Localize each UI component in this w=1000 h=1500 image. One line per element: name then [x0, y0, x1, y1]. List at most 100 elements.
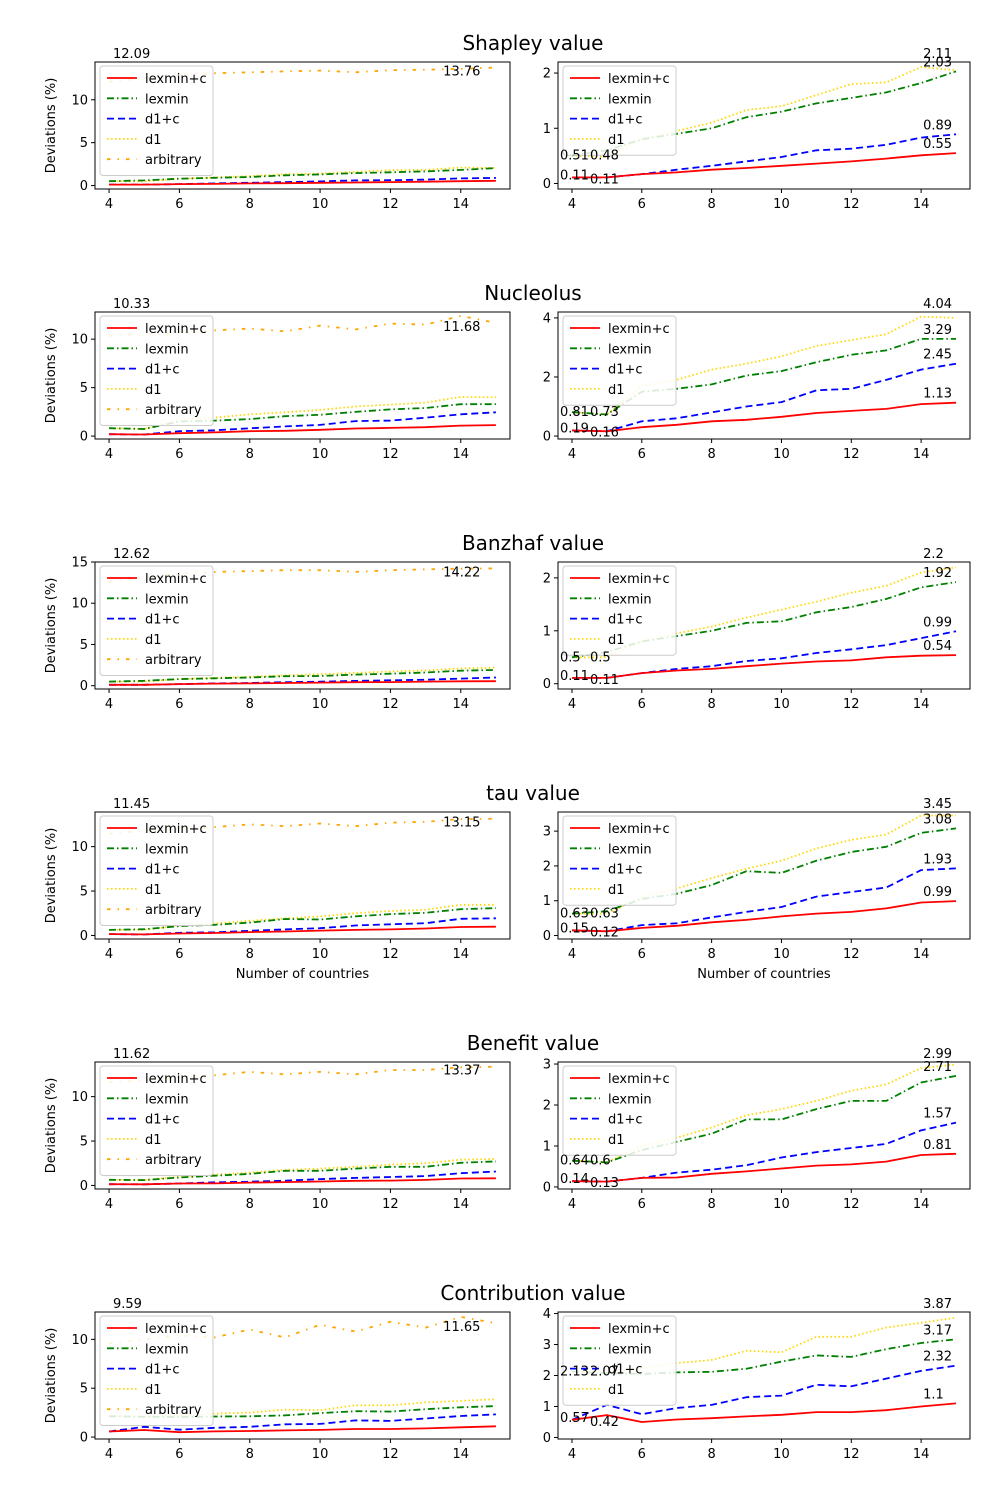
- x-tick-label: 4: [568, 697, 576, 712]
- series-line-lexmin-plus-c: [572, 152, 957, 179]
- x-tick-label: 6: [175, 197, 183, 212]
- legend-box: [562, 1315, 677, 1406]
- y-tick-label: 2: [543, 571, 551, 586]
- y-tick-label: 5: [80, 136, 88, 151]
- y-tick-label: 0: [543, 677, 551, 692]
- chart-title: Nucleolus: [484, 281, 581, 305]
- x-tick-label: 8: [246, 1197, 254, 1212]
- x-tick-label: 10: [312, 1447, 329, 1462]
- data-annotation: 0.89: [923, 118, 952, 133]
- x-tick-label: 4: [105, 697, 113, 712]
- axes-frame: [557, 561, 971, 690]
- data-annotation: 0.54: [923, 639, 952, 654]
- x-tick-label: 14: [913, 447, 930, 462]
- legend-box: [99, 565, 214, 676]
- y-tick-label: 0: [80, 1431, 88, 1446]
- series-line-lexmin-plus-c: [109, 424, 496, 436]
- chart-title: Shapley value: [462, 31, 603, 55]
- axes-frame: [94, 811, 511, 940]
- legend-label: arbitrary: [145, 153, 202, 168]
- x-tick-label: 10: [312, 197, 329, 212]
- x-tick-label: 12: [382, 1447, 399, 1462]
- series-line-d1: [571, 1063, 957, 1164]
- data-annotation: 11.65: [443, 1320, 480, 1335]
- y-tick-label: 3: [543, 1058, 551, 1073]
- legend-label: lexmin+c: [145, 822, 207, 837]
- x-tick-label: 14: [452, 197, 469, 212]
- legend-label: d1: [145, 633, 162, 648]
- data-annotation: 0.51: [560, 148, 589, 163]
- legend-label: lexmin+c: [608, 72, 670, 87]
- x-tick-label: 12: [382, 947, 399, 962]
- legend-label: d1+c: [145, 363, 180, 378]
- x-tick-label: 10: [773, 447, 790, 462]
- data-annotation: 3.17: [923, 1323, 952, 1338]
- legend: lexmin+c lexmin d1+c d1 arbitrary: [99, 315, 214, 426]
- legend: lexmin+c lexmin d1+c d1 arbitrary: [99, 65, 214, 176]
- legend-label: d1+c: [608, 363, 643, 378]
- axes-frame: [557, 61, 971, 190]
- data-annotation: 0.15: [560, 921, 589, 936]
- data-annotation: 0.14: [560, 1172, 589, 1187]
- x-tick-label: 14: [452, 697, 469, 712]
- legend-label: lexmin: [145, 592, 189, 607]
- legend-label: lexmin+c: [145, 572, 207, 587]
- legend-label: d1+c: [145, 1363, 180, 1378]
- data-annotation: 2.03: [923, 55, 952, 70]
- data-annotation: 13.37: [443, 1064, 480, 1079]
- legend-box: [99, 1315, 214, 1426]
- x-tick-label: 6: [175, 1447, 183, 1462]
- axes-frame: [557, 811, 971, 940]
- data-annotation: 3.08: [923, 812, 952, 827]
- y-axis-label: Deviations (%): [44, 578, 59, 674]
- x-tick-label: 6: [638, 947, 646, 962]
- y-tick-label: 0: [80, 179, 88, 194]
- y-tick-label: 3: [543, 1338, 551, 1353]
- x-tick-label: 14: [913, 1447, 930, 1462]
- legend-label: d1: [608, 633, 625, 648]
- x-tick-label: 6: [175, 447, 183, 462]
- y-tick-label: 10: [71, 597, 88, 612]
- chart-title: Contribution value: [440, 1281, 625, 1305]
- data-annotation: 14.22: [443, 565, 480, 580]
- data-annotation: 2.2: [923, 547, 944, 562]
- y-axis-label: Deviations (%): [44, 78, 59, 174]
- data-annotation: 3.29: [923, 323, 952, 338]
- y-tick-label: 10: [71, 333, 88, 348]
- data-annotation: 2.32: [923, 1350, 952, 1365]
- series-line-lexmin: [109, 669, 496, 683]
- y-tick-label: 5: [80, 381, 88, 396]
- x-tick-label: 4: [105, 1197, 113, 1212]
- x-tick-label: 4: [105, 947, 113, 962]
- x-tick-label: 14: [913, 1197, 930, 1212]
- panel-left: 4 6 8 10 12 14 0 5 10 Deviations (%) Number of cou…: [44, 797, 511, 982]
- y-tick-label: 1: [543, 894, 551, 909]
- x-tick-label: 12: [843, 1197, 860, 1212]
- legend: lexmin+c lexmin d1+c d1: [562, 1315, 677, 1406]
- legend-label: arbitrary: [145, 1403, 202, 1418]
- panel-right: 4 6 8 10 12 14 0 2 4 lexmin+c lexmin d1+c d1 4.04 3.29…: [543, 297, 971, 462]
- x-tick-label: 10: [773, 197, 790, 212]
- x-tick-label: 12: [843, 197, 860, 212]
- x-tick-label: 14: [913, 197, 930, 212]
- y-tick-label: 5: [80, 1382, 88, 1397]
- axes-frame: [94, 1311, 511, 1440]
- legend: lexmin+c lexmin d1+c d1: [562, 815, 677, 906]
- legend-label: d1+c: [145, 1113, 180, 1128]
- series-line-arbitrary: [109, 1065, 496, 1084]
- data-annotation: 0.13: [590, 1176, 619, 1191]
- y-tick-label: 0: [543, 929, 551, 944]
- data-annotation: 0.12: [590, 925, 619, 940]
- legend-box: [99, 65, 214, 176]
- data-annotation: 1.93: [923, 852, 952, 867]
- x-tick-label: 12: [382, 197, 399, 212]
- legend-label: d1+c: [608, 1113, 643, 1128]
- data-annotation: 11.68: [443, 320, 480, 335]
- data-annotation: 0.11: [590, 172, 619, 187]
- x-tick-label: 10: [773, 697, 790, 712]
